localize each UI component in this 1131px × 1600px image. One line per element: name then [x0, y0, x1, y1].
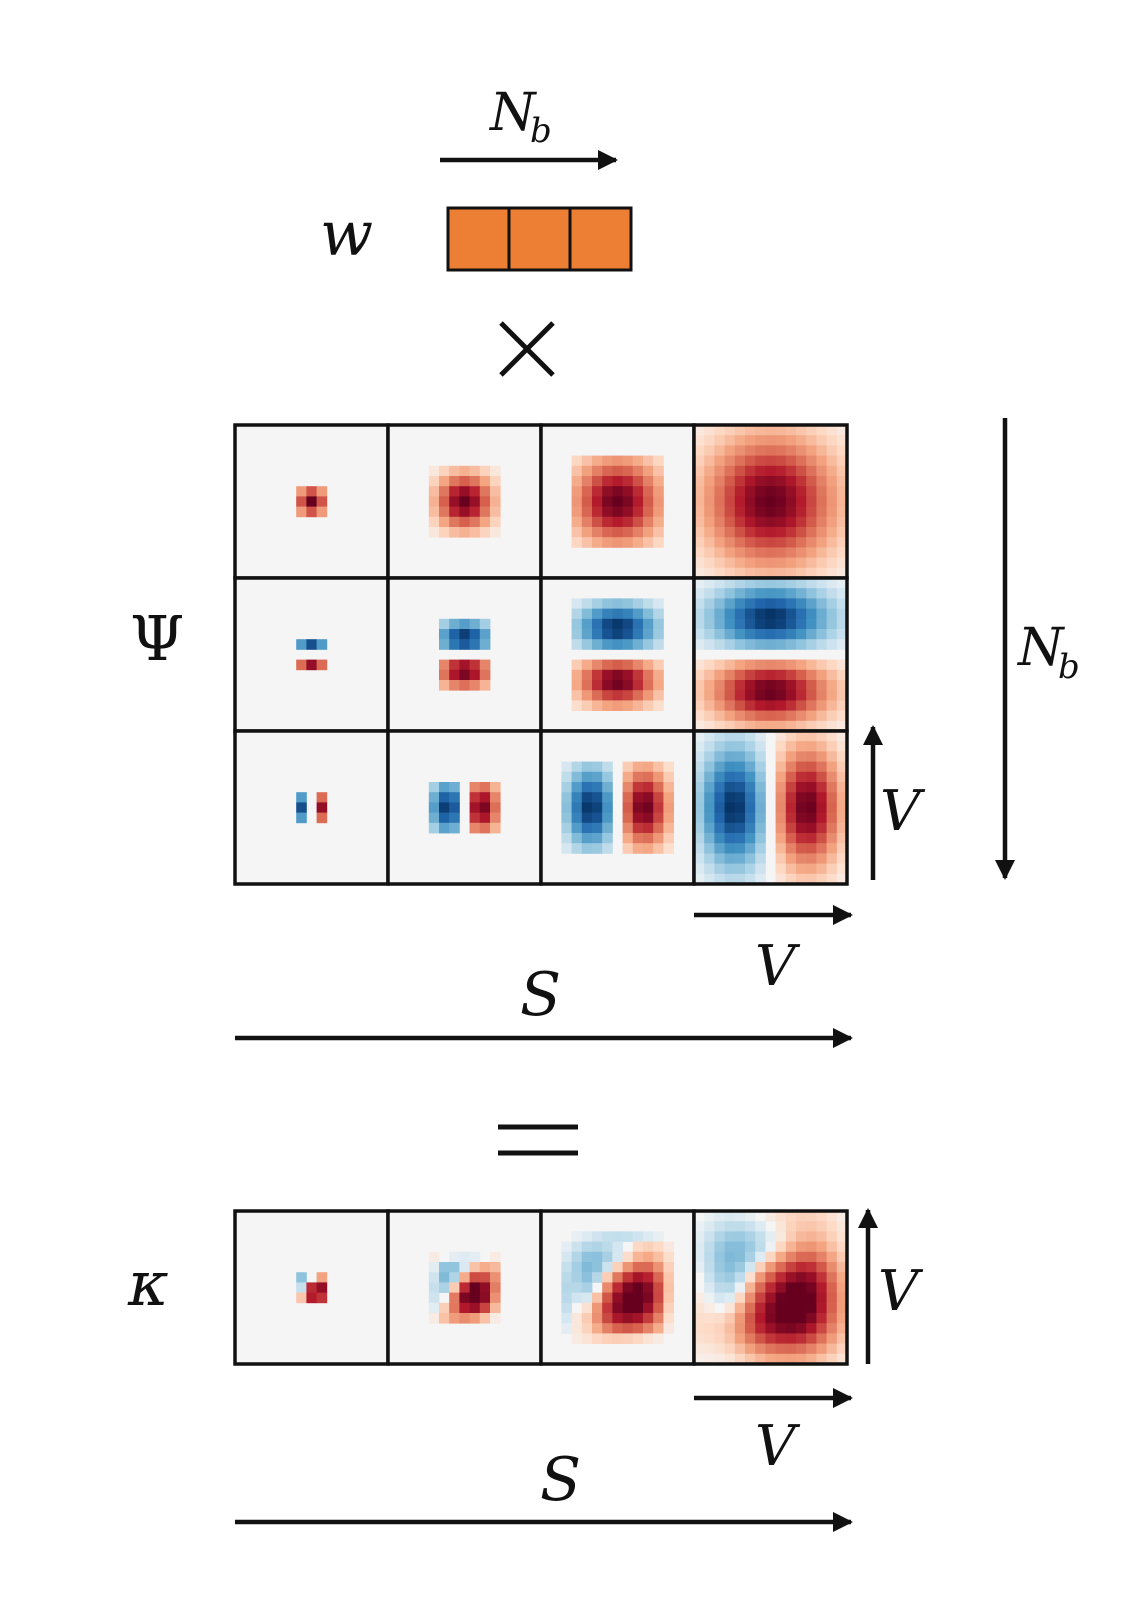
svg-text:b: b — [530, 111, 552, 151]
kernel-cell-4 — [692, 1209, 849, 1366]
kernel-cell-height-label: V — [878, 1259, 924, 1324]
basis-rows-dim-label: N b — [1016, 618, 1080, 687]
weight-cell — [568, 206, 633, 272]
weight-cell — [446, 206, 511, 272]
kernel-cell-1 — [233, 1209, 390, 1366]
basis-cols-dim-label: S — [520, 960, 561, 1030]
kernel-row — [233, 1209, 849, 1366]
basis-cell-gaussian-1 — [233, 423, 390, 580]
basis-grid — [233, 423, 849, 886]
kernel-cell-width-label: V — [755, 1414, 801, 1479]
basis-cell-horizontal-dipole-3 — [539, 729, 696, 886]
svg-text:N: N — [1016, 618, 1065, 678]
equals-symbol: = — [498, 1124, 578, 1156]
basis-cell-gaussian-2 — [386, 423, 543, 580]
basis-cell-gaussian-3 — [539, 423, 696, 580]
basis-cell-gaussian-4 — [692, 423, 849, 580]
basis-cell-horizontal-dipole-1 — [233, 729, 390, 886]
basis-cell-vertical-dipole-1 — [233, 576, 390, 733]
svg-text:N: N — [488, 83, 537, 143]
weights-label: w — [320, 197, 373, 270]
basis-cell-height-label: V — [880, 779, 926, 844]
kernel-cell-3 — [539, 1209, 696, 1366]
weight-cell — [507, 206, 572, 272]
basis-cell-width-label: V — [755, 934, 801, 999]
weights-vector — [446, 206, 633, 272]
basis-cell-vertical-dipole-3 — [539, 576, 696, 733]
times-symbol: × — [499, 321, 555, 377]
kernel-label: κ — [127, 1247, 169, 1320]
basis-cell-vertical-dipole-4 — [692, 576, 849, 733]
svg-text:b: b — [1058, 647, 1080, 687]
weights-dim-label: N b — [488, 83, 552, 151]
kernel-cell-2 — [386, 1209, 543, 1366]
basis-cell-horizontal-dipole-2 — [386, 729, 543, 886]
basis-label: Ψ — [130, 602, 184, 675]
kernel-cols-dim-label: S — [540, 1445, 581, 1515]
basis-cell-vertical-dipole-2 — [386, 576, 543, 733]
basis-cell-horizontal-dipole-4 — [692, 729, 849, 886]
